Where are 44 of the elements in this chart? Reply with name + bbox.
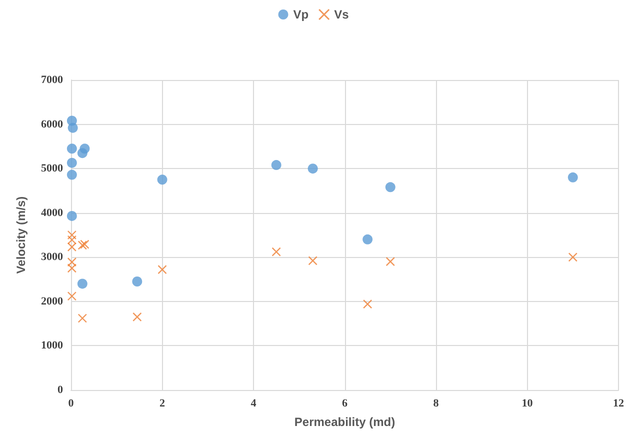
point bbox=[80, 240, 90, 249]
point bbox=[66, 144, 77, 154]
point bbox=[78, 314, 88, 323]
point bbox=[386, 256, 395, 266]
y-tick-label: 4000 bbox=[41, 206, 64, 219]
point bbox=[77, 278, 88, 289]
point bbox=[271, 160, 282, 170]
y-tick-label: 0 bbox=[58, 384, 64, 396]
y-tick-label: 7000 bbox=[41, 74, 64, 86]
point bbox=[132, 312, 142, 322]
point bbox=[568, 252, 578, 262]
point bbox=[158, 264, 167, 274]
x-axis-title: Permeability (md) bbox=[294, 415, 396, 429]
y-tick-label: 5000 bbox=[41, 162, 64, 175]
point bbox=[362, 299, 372, 309]
legend-label: Vp bbox=[293, 8, 309, 22]
point bbox=[308, 164, 318, 174]
x-tick-label: 0 bbox=[68, 398, 74, 410]
point bbox=[272, 247, 281, 256]
point bbox=[568, 172, 578, 182]
point bbox=[157, 174, 168, 185]
y-tick-label: 1000 bbox=[41, 340, 64, 352]
x-tick-label: 10 bbox=[522, 398, 534, 410]
point bbox=[66, 158, 77, 168]
point bbox=[68, 122, 78, 133]
x-tick-label: 12 bbox=[613, 398, 624, 410]
point bbox=[385, 182, 396, 192]
point bbox=[66, 210, 77, 221]
point bbox=[132, 276, 142, 286]
legend-label: Vs bbox=[334, 8, 350, 22]
point bbox=[66, 170, 77, 180]
point bbox=[80, 144, 90, 154]
point bbox=[308, 256, 318, 266]
y-tick-label: 6000 bbox=[41, 118, 64, 130]
x-tick-label: 4 bbox=[250, 398, 257, 410]
y-tick-label: 2000 bbox=[41, 295, 64, 308]
point bbox=[67, 292, 77, 301]
x-tick-label: 6 bbox=[342, 398, 348, 410]
point bbox=[78, 240, 88, 250]
y-tick-label: 3000 bbox=[41, 251, 64, 264]
point bbox=[362, 234, 373, 244]
x-tick-label: 8 bbox=[433, 398, 440, 410]
y-axis-title: Velocity (m/s) bbox=[14, 196, 28, 274]
x-tick-label: 2 bbox=[160, 398, 166, 410]
